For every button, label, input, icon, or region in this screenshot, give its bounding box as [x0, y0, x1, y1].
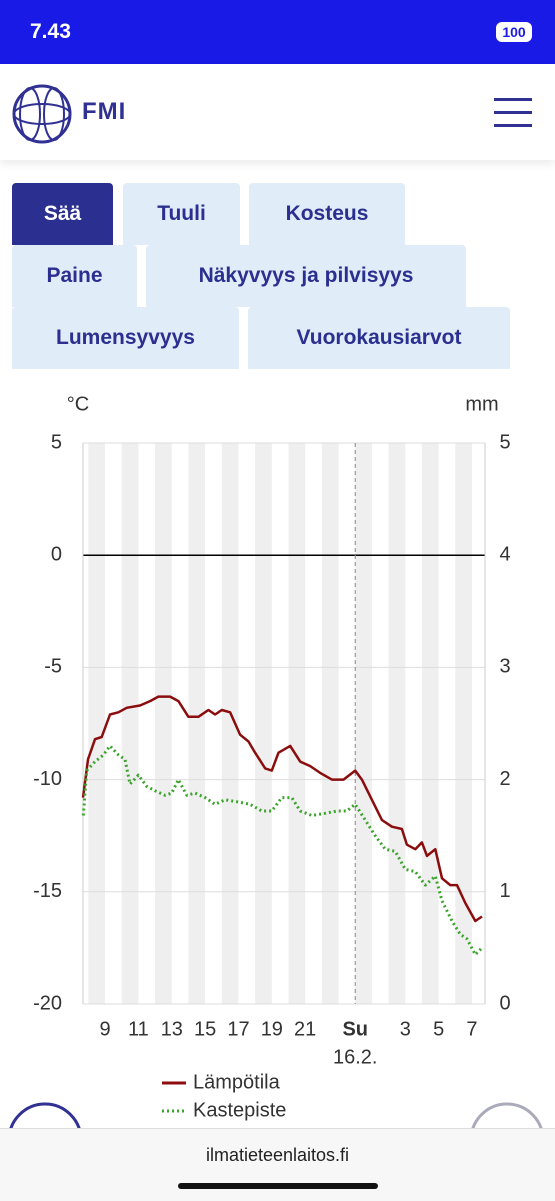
- tab[interactable]: Sää: [12, 183, 113, 245]
- tab[interactable]: Tuuli: [123, 183, 240, 245]
- y-tick-label: 5: [51, 431, 62, 453]
- x-tick-label: 11: [128, 1018, 149, 1040]
- x-tick-label: 9: [99, 1018, 110, 1040]
- hour-stripe: [155, 443, 172, 1004]
- x-tick-label: 17: [227, 1018, 249, 1040]
- logo-text: FMI: [82, 98, 127, 125]
- header: FMI: [0, 64, 555, 160]
- hour-stripe: [455, 443, 472, 1004]
- hour-stripe: [288, 443, 306, 1004]
- y-tick-label: -10: [33, 768, 62, 790]
- y-tick-label: -20: [33, 992, 62, 1014]
- y-unit: °C: [67, 393, 89, 415]
- legend-label: Kastepiste: [193, 1099, 286, 1121]
- menu-button[interactable]: [494, 98, 534, 128]
- date-label: 16.2.: [333, 1046, 377, 1068]
- x-tick-label: 5: [433, 1018, 444, 1040]
- hour-stripe: [421, 443, 439, 1004]
- browser-bar: ilmatieteenlaitos.fi: [0, 1128, 555, 1201]
- tab[interactable]: Vuorokausiarvot: [248, 307, 510, 369]
- status-bar: 7.43 100: [0, 0, 555, 64]
- battery: 100: [496, 22, 532, 42]
- x-tick-label: 21: [294, 1018, 316, 1040]
- x-tick-label: Su: [342, 1018, 368, 1040]
- y2-unit: mm: [465, 393, 498, 415]
- y2-tick-label: 1: [499, 880, 510, 902]
- y-tick-label: -15: [33, 880, 62, 902]
- y2-tick-label: 5: [499, 431, 510, 453]
- y2-tick-label: 4: [499, 543, 510, 565]
- y2-tick-label: 3: [499, 656, 510, 678]
- url[interactable]: ilmatieteenlaitos.fi: [205, 1145, 350, 1165]
- x-tick-label: 19: [261, 1018, 283, 1040]
- x-tick-label: 3: [400, 1018, 411, 1040]
- hour-stripe: [188, 443, 206, 1004]
- hour-stripe: [321, 443, 339, 1004]
- tab[interactable]: Näkyvyys ja pilvisyys: [146, 245, 466, 307]
- hour-stripe: [121, 443, 139, 1004]
- hour-stripe: [255, 443, 272, 1004]
- hour-stripe: [355, 443, 372, 1004]
- legend-label: Lämpötila: [193, 1071, 281, 1093]
- y2-tick-label: 2: [499, 768, 510, 790]
- x-tick-label: 7: [466, 1018, 477, 1040]
- tab[interactable]: Paine: [12, 245, 137, 307]
- hour-stripe: [221, 443, 239, 1004]
- tab[interactable]: Lumensyvyys: [12, 307, 239, 369]
- hour-stripe: [88, 443, 106, 1004]
- home-indicator: [178, 1183, 378, 1189]
- hour-stripe: [388, 443, 406, 1004]
- series-line: [81, 695, 483, 923]
- y-tick-label: -5: [44, 656, 62, 678]
- tab[interactable]: Kosteus: [249, 183, 405, 245]
- prev-button[interactable]: [9, 1102, 81, 1128]
- clock: 7.43: [30, 20, 71, 43]
- y2-tick-label: 0: [499, 992, 510, 1014]
- x-tick-label: 13: [161, 1018, 183, 1040]
- x-tick-label: 15: [194, 1018, 216, 1040]
- y-tick-label: 0: [51, 543, 62, 565]
- chart: °C mm -20 -15 -10 -5 0 5 0 1 2 3 4 5 9 11 13 15 17 19 21 Su…: [9, 393, 543, 1128]
- logo: [12, 84, 72, 144]
- next-button[interactable]: [471, 1102, 543, 1128]
- series-line: [81, 744, 484, 957]
